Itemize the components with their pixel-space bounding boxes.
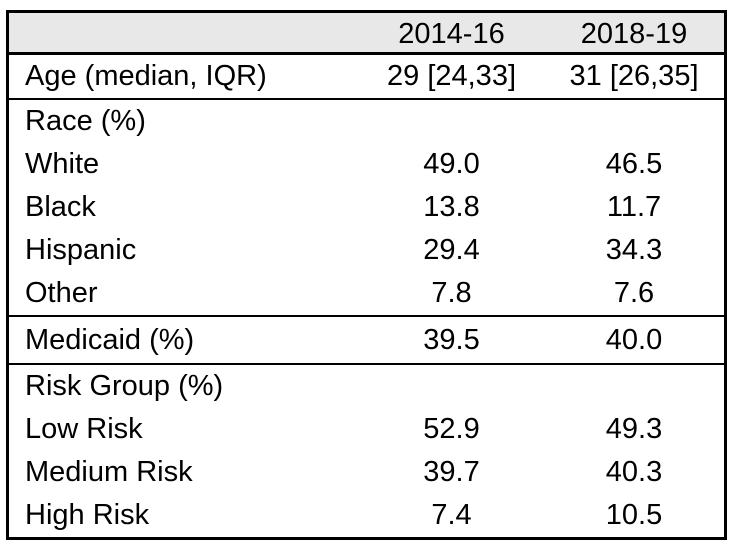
row-value: 7.6: [613, 277, 655, 309]
row-value: 11.7: [606, 191, 662, 223]
row-label: Black: [25, 191, 96, 223]
row-label: Medicaid (%): [25, 323, 195, 356]
row-label: Age (median, IQR): [25, 60, 267, 92]
row-label: Hispanic: [25, 234, 137, 266]
row-value: 31 [26,35]: [569, 60, 699, 92]
row-label: Risk Group (%): [25, 370, 224, 402]
section-age: Age (median, IQR) 29 [24,33] 31 [26,35]: [9, 55, 724, 100]
row-label: Medium Risk: [25, 456, 193, 488]
table-row: Medicaid (%) 39.5 40.0: [9, 317, 724, 363]
table-row: Medium Risk 39.7 40.3: [9, 451, 724, 494]
row-label: White: [25, 148, 100, 180]
table-row: High Risk 7.4 10.5: [9, 494, 724, 537]
row-value: 34.3: [605, 234, 663, 266]
table-row: White 49.0 46.5: [9, 143, 724, 186]
table-row: Age (median, IQR) 29 [24,33] 31 [26,35]: [9, 55, 724, 98]
row-value: 46.5: [605, 148, 663, 180]
row-value: 7.8: [431, 277, 472, 309]
table-row: Black 13.8 11.7: [9, 186, 724, 229]
row-value: 39.7: [423, 456, 480, 488]
row-value: 29 [24,33]: [387, 60, 516, 92]
row-value: 10.5: [605, 499, 663, 531]
row-value: 40.3: [605, 456, 663, 488]
table-row: Race (%): [9, 100, 724, 143]
section-risk-group: Risk Group (%) Low Risk 52.9 49.3 Medium…: [9, 365, 724, 537]
row-value: 52.9: [423, 413, 480, 445]
table-header-row: 2014-16 2018-19: [9, 13, 724, 55]
row-label: High Risk: [25, 499, 150, 531]
row-label: Other: [25, 277, 98, 309]
row-value: 49.0: [423, 148, 480, 180]
row-label: Race (%): [25, 105, 146, 137]
header-col-2018-19: 2018-19: [580, 18, 688, 50]
table-row: Hispanic 29.4 34.3: [9, 229, 724, 272]
table-row: Other 7.8 7.6: [9, 272, 724, 315]
row-value: 49.3: [605, 413, 663, 445]
demographics-table: 2014-16 2018-19 Age (median, IQR) 29 [24…: [6, 10, 727, 540]
section-race: Race (%) White 49.0 46.5 Black 13.8 11.7…: [9, 100, 724, 317]
row-value: 39.5: [423, 323, 480, 356]
row-label: Low Risk: [25, 413, 143, 445]
row-value: 29.4: [423, 234, 480, 266]
row-value: 7.4: [431, 499, 472, 531]
table-row: Low Risk 52.9 49.3: [9, 408, 724, 451]
table-row: Risk Group (%): [9, 365, 724, 408]
row-value: 13.8: [423, 191, 480, 223]
header-col-2014-16: 2014-16: [398, 18, 505, 50]
row-value: 40.0: [605, 323, 663, 356]
section-medicaid: Medicaid (%) 39.5 40.0: [9, 317, 724, 365]
